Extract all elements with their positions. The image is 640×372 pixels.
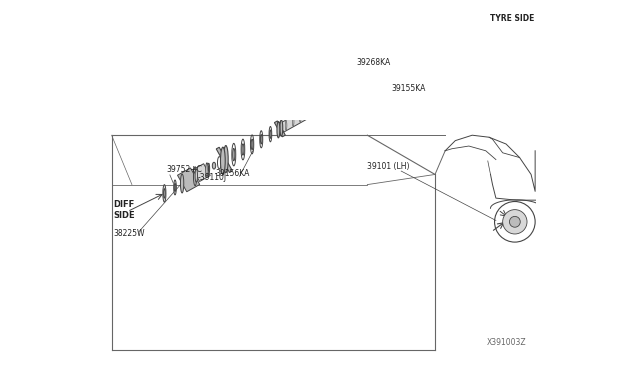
Polygon shape	[343, 74, 367, 99]
Ellipse shape	[280, 120, 283, 136]
Ellipse shape	[387, 62, 389, 75]
Polygon shape	[414, 25, 449, 63]
Ellipse shape	[441, 25, 445, 50]
Ellipse shape	[251, 139, 253, 150]
Text: 39268KA: 39268KA	[356, 58, 391, 67]
Polygon shape	[440, 21, 463, 45]
Circle shape	[502, 210, 527, 234]
Text: DIFF
SIDE: DIFF SIDE	[114, 200, 135, 219]
Ellipse shape	[212, 162, 216, 169]
Text: -39110J: -39110J	[197, 173, 227, 182]
Ellipse shape	[413, 43, 417, 63]
Ellipse shape	[349, 85, 351, 94]
Ellipse shape	[269, 130, 271, 138]
Ellipse shape	[342, 89, 344, 99]
Polygon shape	[193, 164, 210, 182]
Ellipse shape	[444, 27, 447, 46]
Ellipse shape	[328, 97, 330, 106]
Ellipse shape	[195, 169, 198, 182]
Ellipse shape	[223, 145, 228, 173]
Ellipse shape	[356, 81, 358, 90]
Ellipse shape	[363, 77, 365, 87]
Ellipse shape	[205, 163, 208, 176]
Ellipse shape	[376, 70, 378, 79]
Polygon shape	[177, 168, 200, 192]
Ellipse shape	[164, 189, 165, 198]
Ellipse shape	[292, 117, 294, 126]
Ellipse shape	[342, 81, 347, 105]
Polygon shape	[279, 70, 380, 132]
Ellipse shape	[346, 81, 349, 100]
Ellipse shape	[335, 93, 337, 102]
Text: 39155KA: 39155KA	[391, 84, 426, 93]
Ellipse shape	[475, 14, 477, 25]
Ellipse shape	[377, 67, 380, 81]
Ellipse shape	[280, 123, 282, 133]
Polygon shape	[410, 42, 424, 62]
Ellipse shape	[360, 73, 364, 92]
Ellipse shape	[163, 185, 166, 202]
Ellipse shape	[406, 52, 408, 63]
Ellipse shape	[417, 41, 420, 61]
Ellipse shape	[174, 183, 176, 192]
Polygon shape	[369, 60, 387, 88]
Ellipse shape	[377, 58, 382, 88]
Text: 39101 (LH): 39101 (LH)	[367, 162, 410, 171]
Ellipse shape	[397, 57, 399, 69]
Ellipse shape	[208, 166, 209, 171]
Ellipse shape	[314, 105, 316, 114]
Ellipse shape	[221, 147, 225, 174]
Text: TYRE SIDE: TYRE SIDE	[490, 14, 534, 23]
Ellipse shape	[471, 16, 473, 27]
Ellipse shape	[300, 113, 301, 122]
Text: X391003Z: X391003Z	[487, 338, 526, 347]
Ellipse shape	[440, 23, 445, 53]
Ellipse shape	[277, 122, 280, 138]
Ellipse shape	[442, 31, 444, 44]
Ellipse shape	[233, 148, 235, 161]
Ellipse shape	[468, 18, 470, 29]
Text: 38225W: 38225W	[114, 228, 145, 238]
Ellipse shape	[193, 167, 196, 186]
Ellipse shape	[344, 87, 346, 98]
Ellipse shape	[285, 121, 287, 130]
Ellipse shape	[180, 174, 184, 193]
Ellipse shape	[417, 47, 418, 57]
Ellipse shape	[307, 109, 308, 118]
Ellipse shape	[223, 153, 226, 166]
Ellipse shape	[173, 180, 177, 195]
Ellipse shape	[279, 125, 280, 133]
Ellipse shape	[479, 12, 481, 23]
Polygon shape	[275, 121, 285, 137]
Ellipse shape	[456, 20, 460, 39]
Text: 39156KA: 39156KA	[216, 169, 250, 178]
Circle shape	[509, 217, 520, 227]
Ellipse shape	[321, 101, 323, 110]
Ellipse shape	[461, 22, 463, 33]
Ellipse shape	[419, 35, 424, 65]
Ellipse shape	[208, 163, 210, 174]
Ellipse shape	[242, 144, 244, 155]
Ellipse shape	[458, 23, 460, 34]
Text: 39752+C: 39752+C	[166, 164, 202, 174]
Polygon shape	[216, 147, 232, 173]
Ellipse shape	[373, 60, 378, 90]
Polygon shape	[456, 12, 483, 33]
Ellipse shape	[260, 135, 262, 144]
Ellipse shape	[464, 20, 466, 31]
Ellipse shape	[363, 77, 364, 87]
Ellipse shape	[362, 71, 365, 93]
